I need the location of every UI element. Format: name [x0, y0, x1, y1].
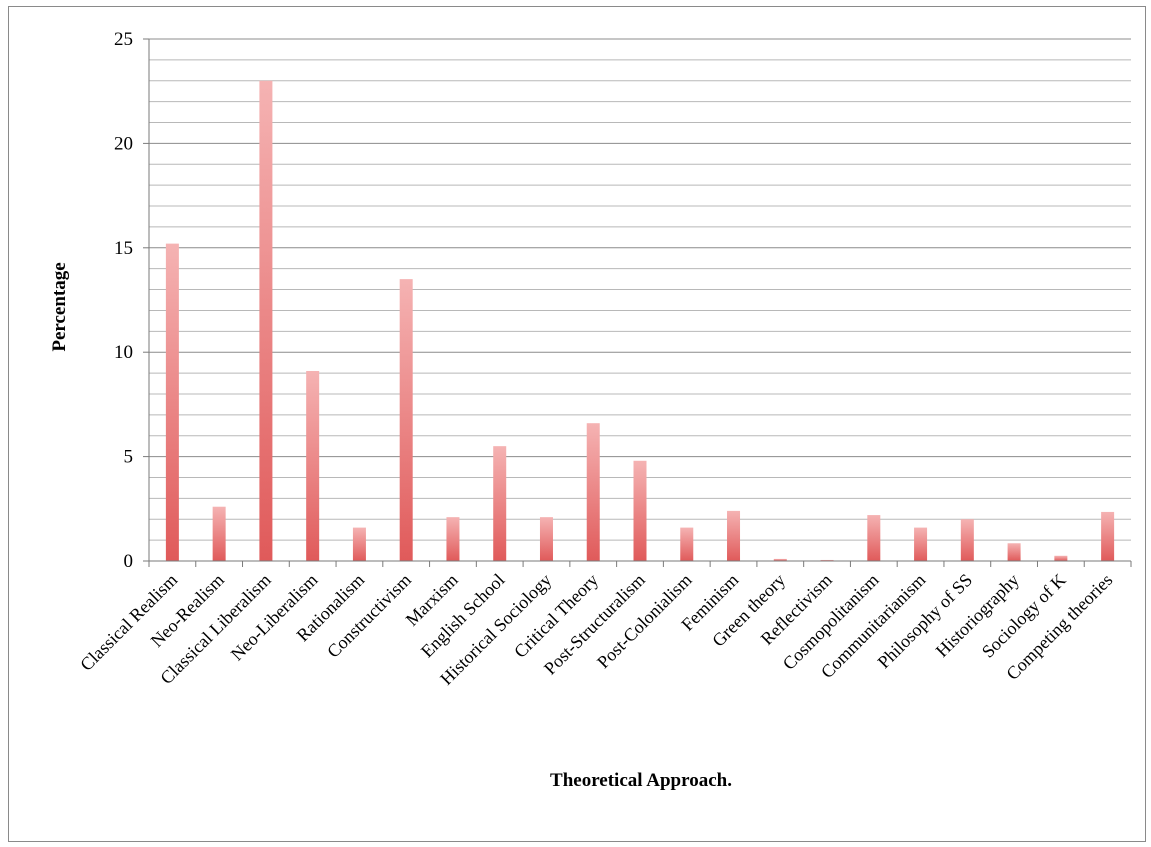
bar-communitarianism: [914, 527, 928, 561]
bar-feminism: [727, 510, 741, 561]
chart-frame: 0 5 10 15 20 25 Classical Realism Neo-Realism C…: [8, 6, 1146, 842]
bar-post-colonialism: [680, 527, 694, 561]
bar-sociology-of-k: [1054, 555, 1068, 561]
bar-marxism: [446, 517, 460, 561]
axes: [143, 38, 1132, 567]
y-tick-label: 25: [114, 29, 133, 50]
bar-classical-liberalism: [259, 80, 273, 561]
y-tick-label: 20: [114, 133, 133, 154]
bar-philosophy-of-ss: [960, 519, 974, 561]
bar-cosmopolitanism: [867, 515, 881, 561]
bar-neo-liberalism: [306, 370, 320, 561]
bar-competing-theories: [1101, 511, 1115, 561]
y-tick-label: 15: [114, 238, 133, 259]
y-tick-label: 0: [124, 551, 134, 572]
bar-post-structuralism: [633, 460, 647, 561]
y-tick-label: 5: [124, 447, 134, 468]
y-tick-labels: 0 5 10 15 20 25: [114, 29, 133, 572]
y-axis-title: Percentage: [49, 262, 70, 351]
bar-critical-theory: [586, 423, 600, 561]
bar-rationalism: [352, 527, 366, 561]
bar-green-theory: [773, 558, 787, 561]
bars: [165, 80, 1115, 561]
x-axis-title: Theoretical Approach.: [550, 770, 732, 791]
bar-constructivism: [399, 279, 413, 561]
y-tick-label: 10: [114, 342, 133, 363]
bar-historiography: [1007, 543, 1021, 561]
bar-neo-realism: [212, 506, 226, 561]
bar-historical-sociology: [539, 517, 553, 561]
bar-classical-realism: [165, 243, 179, 561]
bar-english-school: [493, 446, 507, 561]
bar-chart: 0 5 10 15 20 25 Classical RealismNeo-RealismC…: [49, 29, 1132, 791]
bar-reflectivism: [820, 559, 834, 561]
